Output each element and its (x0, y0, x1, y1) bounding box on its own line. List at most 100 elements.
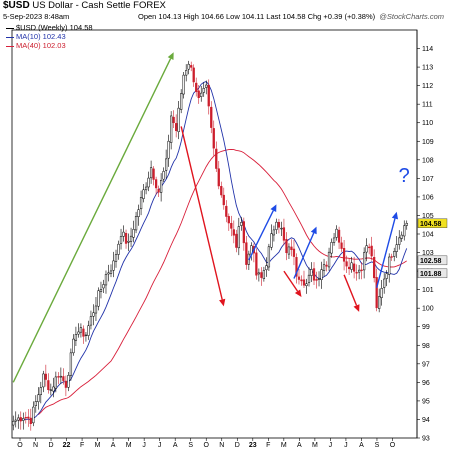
y-tick-label: 113 (422, 65, 433, 72)
candle-body (230, 222, 233, 229)
candle-body (368, 246, 371, 249)
ma40-line (37, 148, 407, 416)
candle-body (77, 331, 80, 335)
candle-body (52, 386, 55, 392)
y-tick-label: 105 (422, 213, 434, 220)
candle-body (332, 237, 336, 243)
x-tick-label: M (281, 442, 287, 449)
candle-body (225, 205, 228, 217)
ma40-tag-box (417, 268, 448, 279)
candle-body (262, 270, 266, 279)
candle-body (347, 266, 351, 270)
candle-body (335, 228, 338, 238)
candle-body (305, 283, 308, 287)
x-tick-label: M (126, 442, 132, 449)
candle-body (57, 376, 60, 378)
candle-body (267, 246, 271, 268)
candle-body (32, 406, 35, 424)
candle-body (147, 177, 150, 188)
candle-body (89, 316, 93, 326)
candle-body (363, 252, 366, 271)
candle-body (373, 257, 376, 279)
y-tick-label: 114 (422, 46, 433, 53)
candle-body (222, 194, 225, 206)
candle-body (197, 90, 200, 99)
candle-body (39, 387, 42, 396)
y-tick-label: 98 (422, 343, 430, 350)
x-tick-label: A (111, 442, 116, 449)
x-tick-label: F (266, 442, 270, 449)
candle-body (345, 261, 348, 267)
candle-body (205, 84, 208, 88)
candle-body (330, 242, 333, 254)
candles (12, 60, 408, 431)
candle-body (62, 376, 65, 381)
candle-body (182, 74, 185, 95)
candle-body (237, 226, 240, 249)
candle-body (232, 229, 235, 236)
candle-body (282, 227, 286, 241)
candle-body (157, 188, 160, 193)
x-tick-label: N (33, 442, 38, 449)
candle-body (220, 186, 223, 196)
blue-arrow-head (391, 211, 399, 220)
candle-body (340, 242, 343, 249)
candle-body (129, 235, 133, 242)
candle-body (292, 248, 296, 257)
candle-body (355, 271, 358, 274)
x-tick-label: J (142, 442, 146, 449)
y-tick-label: 107 (422, 176, 434, 183)
x-tick-label: M (312, 442, 318, 449)
candle-body (139, 197, 143, 210)
x-tick-label: A (297, 442, 302, 449)
plot-frame (11, 29, 418, 439)
candle-body (352, 263, 356, 272)
candle-body (64, 380, 68, 388)
y-tick-label: 103 (422, 250, 434, 257)
candle-body (280, 227, 283, 230)
candle-body (112, 260, 115, 271)
y-tick-label: 108 (422, 157, 434, 164)
candle-body (235, 233, 238, 248)
candle-body (270, 233, 273, 248)
candle-body (255, 252, 258, 276)
candle-body (119, 236, 123, 244)
x-tick-label: 23 (249, 442, 257, 449)
red-arrow-shaft (180, 126, 223, 300)
candle-body (227, 216, 230, 224)
candle-body (74, 334, 78, 341)
candle-body (185, 70, 188, 76)
y-tick-label: 93 (422, 436, 430, 443)
candle-body (192, 67, 195, 83)
candle-body (124, 233, 128, 244)
candle-body (217, 168, 220, 187)
y-tick-label: 99 (422, 324, 430, 331)
legend-price-label: $USD (Weekly) 104.58 (16, 23, 93, 32)
blue-arrow-head (270, 204, 277, 213)
x-tick-label: N (219, 442, 224, 449)
candle-body (180, 93, 183, 110)
candle-body (390, 256, 393, 258)
candle-body (12, 421, 15, 426)
candle-body (109, 270, 113, 274)
x-tick-label: J (158, 442, 162, 449)
candle-body (210, 106, 213, 128)
x-tick-label: O (390, 442, 396, 449)
y-tick-label: 94 (422, 417, 430, 424)
candle-body (300, 279, 303, 282)
candle-body (245, 242, 248, 265)
candle-body (307, 274, 311, 283)
candle-body (350, 262, 353, 270)
candle-body (104, 274, 108, 286)
candle-body (144, 186, 148, 191)
date-line: 5-Sep-2023 8:48am (3, 12, 70, 21)
candle-body (207, 84, 210, 107)
red-arrow-head (353, 304, 360, 312)
candle-body (310, 269, 313, 276)
x-tick-label: O (204, 442, 210, 449)
legend-price: $USD (Weekly) 104.58 (6, 23, 93, 33)
candle-body (388, 256, 391, 275)
y-tick-label: 95 (422, 398, 430, 405)
x-tick-label: M (95, 442, 101, 449)
candle-body (42, 373, 45, 388)
